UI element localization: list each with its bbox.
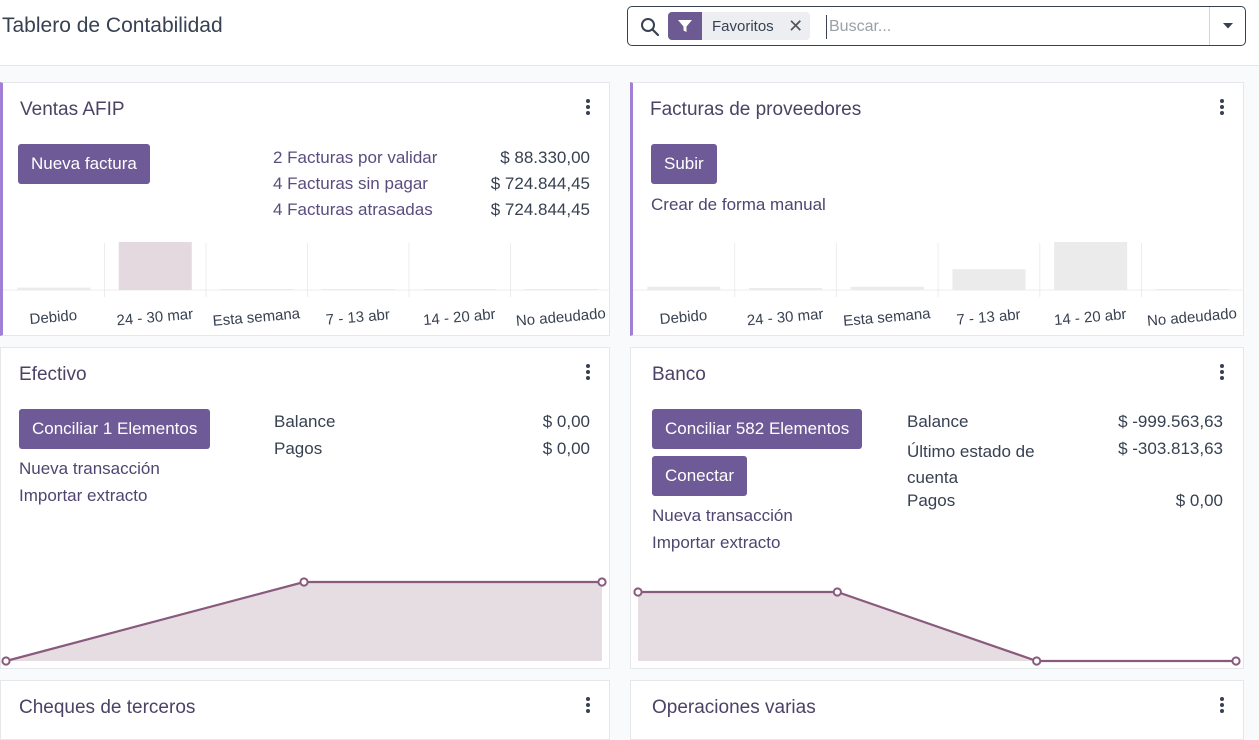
- journal-card-operaciones: Operaciones varias: [630, 680, 1244, 740]
- search-input[interactable]: [826, 15, 1206, 39]
- chart-point: [1, 656, 11, 666]
- stat-label-late[interactable]: 4 Facturas atrasadas: [273, 200, 433, 219]
- stat-label-payments: Pagos: [907, 491, 956, 510]
- search-bar[interactable]: Favoritos ✕: [627, 6, 1246, 46]
- search-icon[interactable]: [640, 17, 660, 37]
- journal-card-proveedores: Facturas de proveedores Subir Crear de f…: [630, 82, 1244, 336]
- chart-area: [6, 582, 602, 661]
- x-tick-label: 24 - 30 mar: [746, 306, 824, 330]
- stat-value-late: $ 724.844,45: [490, 200, 590, 219]
- stat-value-payments: $ 0,00: [1175, 491, 1223, 510]
- chart-point: [299, 577, 309, 587]
- card-title[interactable]: Ventas AFIP: [20, 99, 125, 120]
- journal-card-efectivo: Efectivo Conciliar 1 Elementos Nueva tra…: [0, 347, 610, 669]
- chart-area: [638, 592, 1236, 661]
- chart-bar: [1054, 242, 1128, 290]
- new-transaction-link[interactable]: Nueva transacción: [19, 459, 160, 478]
- chart-bar: [850, 286, 924, 290]
- stat-value-to-validate: $ 88.330,00: [500, 148, 590, 167]
- x-tick-label: Debido: [29, 307, 78, 328]
- stat-label-balance: Balance: [907, 412, 969, 431]
- close-icon[interactable]: ✕: [788, 15, 804, 36]
- journal-card-cheques: Cheques de terceros: [0, 680, 610, 740]
- chart-line: [638, 590, 1236, 663]
- x-tick-label: Esta semana: [843, 305, 932, 330]
- stat-value-unpaid: $ 724.844,45: [490, 174, 590, 193]
- stat-label-payments: Pagos: [274, 439, 323, 458]
- new-transaction-link[interactable]: Nueva transacción: [652, 506, 793, 525]
- chart-bar: [647, 286, 721, 290]
- card-title[interactable]: Cheques de terceros: [19, 697, 196, 718]
- kebab-menu-icon[interactable]: [585, 99, 591, 119]
- stat-value-balance: $ 0,00: [542, 412, 590, 431]
- caret-down-icon: [1222, 23, 1233, 29]
- chart-point: [1231, 656, 1241, 666]
- journal-card-ventas: Ventas AFIP Nueva factura 2 Facturas por…: [0, 82, 610, 336]
- create-manually-link[interactable]: Crear de forma manual: [651, 195, 826, 214]
- stat-label-to-validate[interactable]: 2 Facturas por validar: [273, 148, 438, 167]
- chart-bar: [423, 289, 497, 290]
- chart-bar: [17, 287, 91, 290]
- chart-point: [1032, 656, 1042, 666]
- control-panel: Tablero de Contabilidad Favoritos ✕: [0, 0, 1259, 66]
- chart-bar: [321, 289, 395, 290]
- new-invoice-button[interactable]: Nueva factura: [18, 144, 150, 184]
- upload-button[interactable]: Subir: [651, 144, 717, 184]
- kebab-menu-icon[interactable]: [585, 697, 591, 717]
- reconcile-button[interactable]: Conciliar 1 Elementos: [19, 409, 211, 449]
- x-tick-label: Debido: [659, 307, 708, 328]
- search-options-toggle[interactable]: [1209, 7, 1245, 45]
- chart-bar: [220, 289, 294, 290]
- x-tick-label: 14 - 20 abr: [1053, 306, 1127, 329]
- card-title[interactable]: Banco: [652, 364, 706, 385]
- x-tick-label: No adeudado: [515, 305, 606, 330]
- x-tick-label: 7 - 13 abr: [956, 306, 1021, 329]
- kebab-menu-icon[interactable]: [1219, 99, 1225, 119]
- line-chart[interactable]: [1, 548, 609, 668]
- reconcile-button[interactable]: Conciliar 582 Elementos: [652, 409, 863, 449]
- chart-point: [597, 577, 607, 587]
- chart-bar: [524, 289, 598, 290]
- x-tick-label: 24 - 30 mar: [116, 306, 194, 330]
- x-tick-label: 14 - 20 abr: [422, 306, 496, 329]
- search-facet: Favoritos ✕: [668, 12, 810, 40]
- import-statement-link[interactable]: Importar extracto: [19, 486, 148, 505]
- kebab-menu-icon[interactable]: [585, 364, 591, 384]
- card-title[interactable]: Efectivo: [19, 364, 87, 385]
- kebab-menu-icon[interactable]: [1219, 697, 1225, 717]
- facet-label: Favoritos: [712, 17, 774, 35]
- stat-label-balance: Balance: [274, 412, 336, 431]
- line-chart[interactable]: [631, 548, 1243, 668]
- bar-chart[interactable]: Debido 24 - 30 mar Esta semana 7 - 13 abr 14…: [3, 235, 610, 335]
- card-title[interactable]: Operaciones varias: [652, 697, 816, 718]
- page-title: Tablero de Contabilidad: [2, 14, 223, 37]
- chart-bar: [118, 242, 192, 290]
- chart-bar: [952, 269, 1026, 290]
- filter-icon: [668, 12, 702, 40]
- stat-label-unpaid[interactable]: 4 Facturas sin pagar: [273, 174, 428, 193]
- x-tick-label: 7 - 13 abr: [325, 306, 390, 329]
- stat-value-payments: $ 0,00: [542, 439, 590, 458]
- connect-button[interactable]: Conectar: [652, 456, 747, 496]
- x-tick-label: No adeudado: [1146, 305, 1237, 330]
- chart-point: [832, 587, 842, 597]
- stat-value-balance: $ -999.563,63: [1118, 412, 1223, 431]
- x-tick-label: Esta semana: [212, 305, 301, 330]
- import-statement-link[interactable]: Importar extracto: [652, 533, 781, 552]
- bar-chart[interactable]: Debido 24 - 30 mar Esta semana 7 - 13 abr 14…: [633, 235, 1244, 335]
- chart-bar: [1155, 289, 1229, 290]
- chart-point: [633, 587, 643, 597]
- journal-card-banco: Banco Conciliar 582 Elementos Conectar N…: [630, 347, 1244, 669]
- chart-bar: [749, 288, 823, 290]
- stat-label-last-statement: Último estado de cuenta: [907, 442, 1035, 487]
- card-title[interactable]: Facturas de proveedores: [650, 99, 862, 120]
- kebab-menu-icon[interactable]: [1219, 364, 1225, 384]
- stat-value-last-statement: $ -303.813,63: [1118, 439, 1223, 458]
